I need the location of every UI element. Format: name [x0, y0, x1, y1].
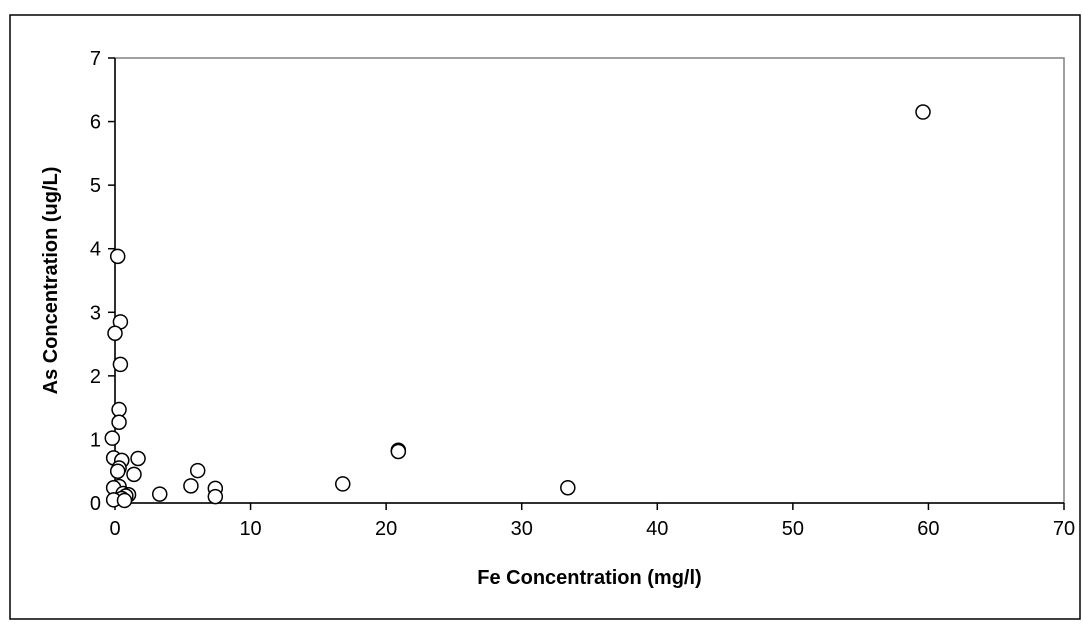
x-tick-label: 0 — [109, 518, 120, 540]
y-tick-label: 5 — [90, 175, 101, 197]
data-point — [112, 356, 129, 373]
data-point — [130, 450, 146, 467]
data-point — [183, 478, 199, 494]
data-point — [111, 414, 127, 431]
data-point — [560, 479, 576, 496]
data-point — [151, 486, 168, 502]
y-tick-label: 3 — [90, 302, 101, 324]
y-tick-label: 6 — [90, 112, 101, 134]
data-point — [109, 248, 126, 265]
x-axis-title: Fe Concentration (mg/l) — [477, 567, 701, 589]
data-point — [189, 462, 206, 479]
data-point — [116, 492, 133, 509]
y-tick-label: 0 — [90, 493, 101, 515]
x-tick-label: 70 — [1053, 518, 1075, 540]
y-tick-label: 2 — [90, 366, 101, 388]
x-tick-label: 50 — [782, 518, 804, 540]
y-tick-label: 1 — [90, 429, 101, 451]
data-point — [109, 463, 126, 479]
chart-outer-frame — [9, 14, 1081, 620]
x-tick-label: 40 — [646, 518, 668, 540]
data-point — [915, 104, 931, 120]
x-tick-label: 20 — [375, 518, 397, 540]
x-tick-label: 10 — [239, 518, 261, 540]
data-point — [126, 466, 142, 483]
data-point — [111, 401, 127, 418]
data-points — [104, 104, 931, 509]
data-point — [335, 476, 351, 492]
x-tick-label: 60 — [917, 518, 939, 540]
data-point — [104, 430, 121, 446]
y-tick-label: 4 — [90, 239, 101, 261]
x-axis-ticks: 0 10 20 30 40 50 60 70 — [109, 503, 1075, 540]
data-point — [107, 325, 123, 342]
y-axis-ticks: 0 1 2 3 4 5 6 7 — [90, 48, 115, 515]
y-tick-label: 7 — [90, 48, 101, 70]
y-axis-title: As Concentration (ug/L) — [40, 167, 62, 395]
data-point — [390, 443, 407, 460]
x-tick-label: 30 — [511, 518, 533, 540]
data-point — [207, 488, 224, 505]
